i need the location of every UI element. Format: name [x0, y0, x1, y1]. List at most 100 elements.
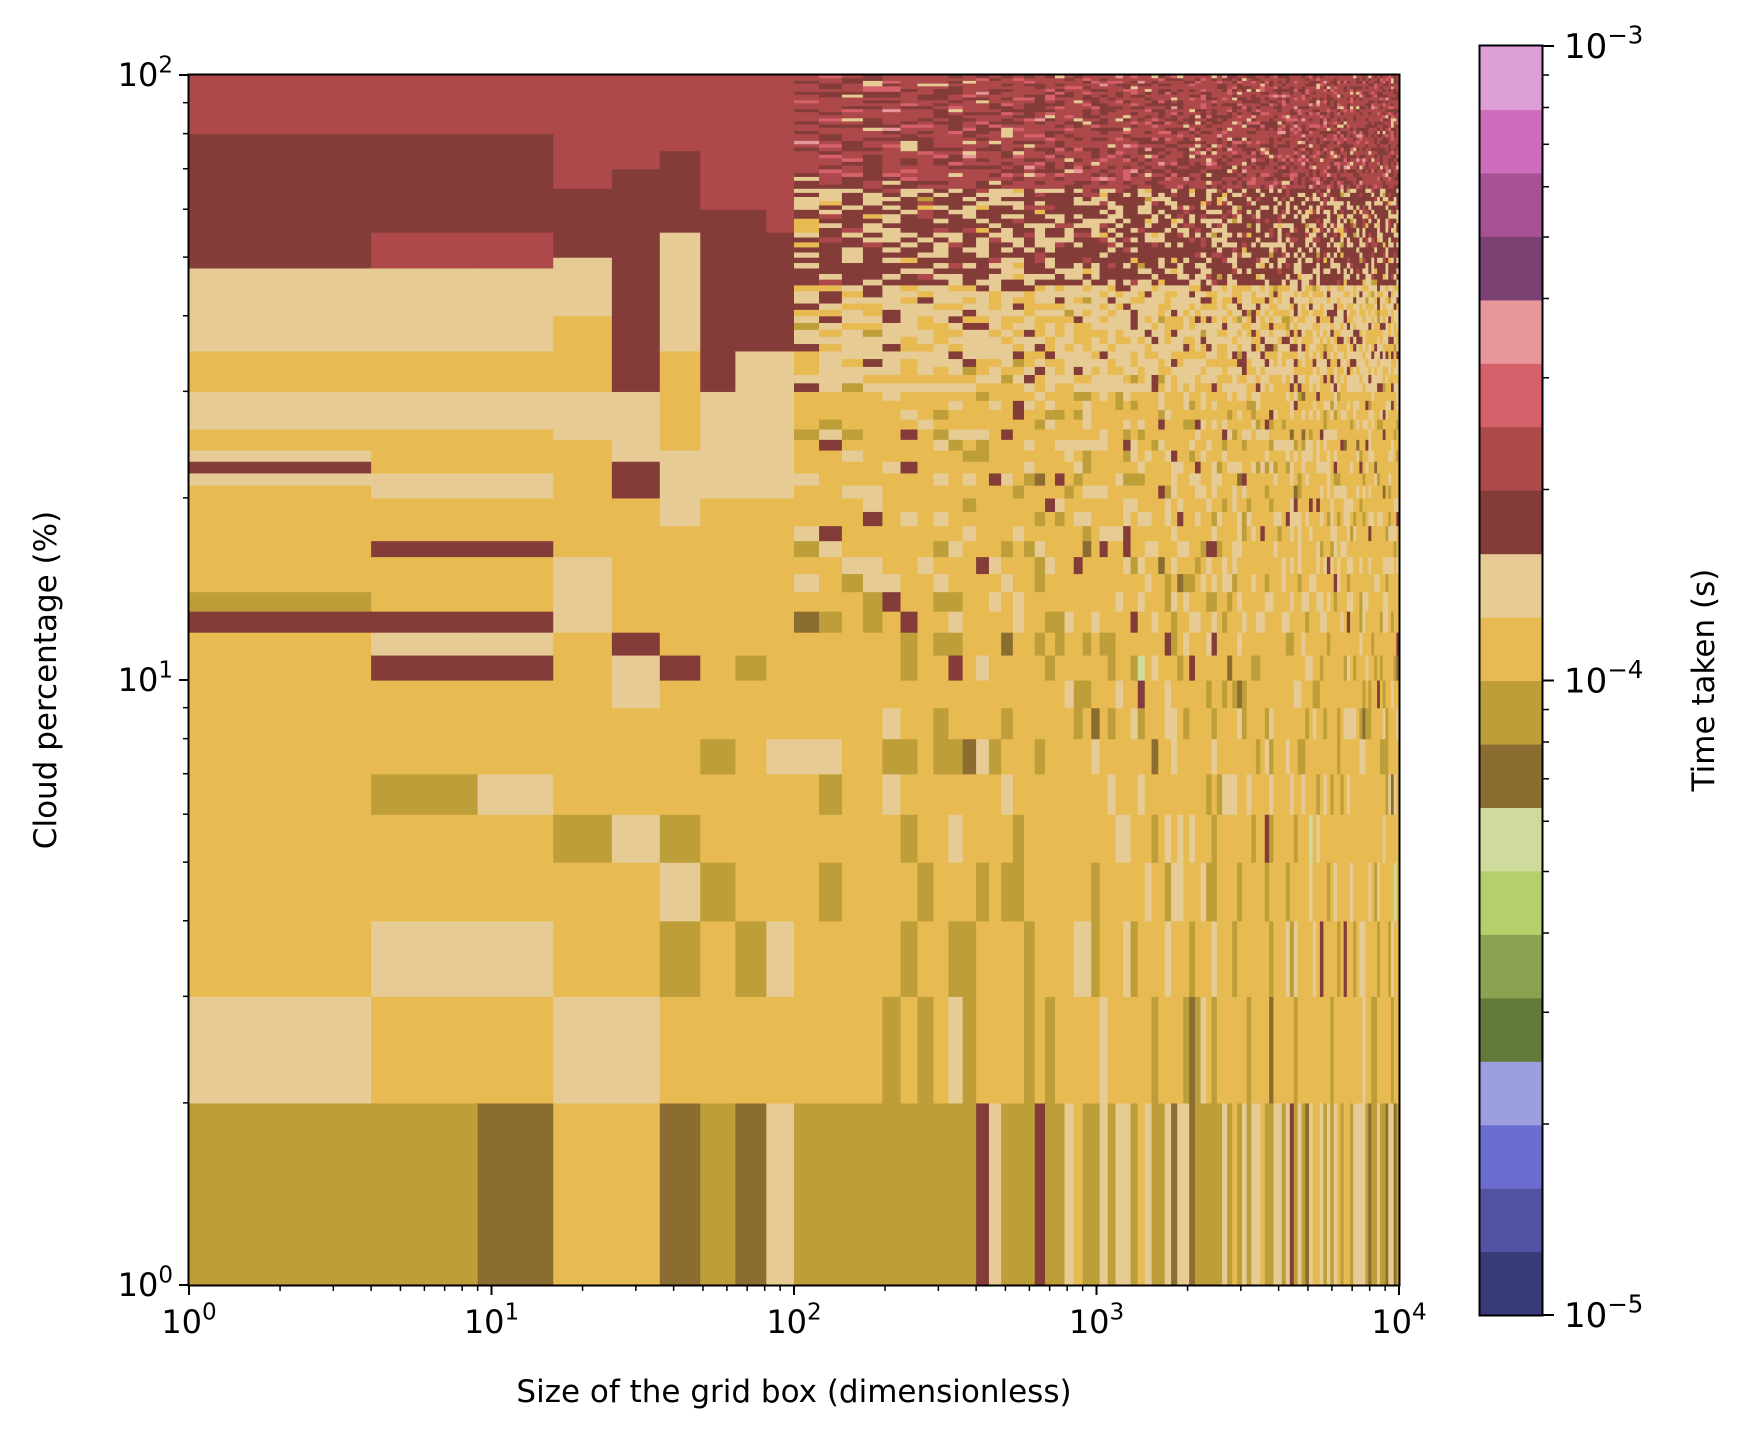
heatmap-cell	[1115, 290, 1124, 298]
heatmap-cell	[1123, 358, 1132, 367]
heatmap-cell	[1260, 611, 1266, 633]
heatmap-cell	[1099, 236, 1109, 243]
heatmap-cell	[1012, 1102, 1025, 1286]
heatmap-cell	[1164, 419, 1172, 430]
heatmap-cell	[962, 409, 977, 420]
heatmap-cell	[1012, 556, 1025, 575]
heatmap-cell	[962, 707, 977, 740]
heatmap-cell	[1237, 322, 1243, 330]
heatmap-cell	[1246, 227, 1252, 233]
heatmap-cell	[841, 350, 864, 360]
heatmap-cell	[189, 449, 372, 462]
heatmap-cell	[1024, 400, 1036, 411]
heatmap-cell	[1177, 77, 1184, 81]
heatmap-cell	[1012, 114, 1025, 119]
heatmap-cell	[1246, 862, 1252, 922]
heatmap-cell	[976, 143, 990, 148]
heatmap-cell	[1012, 309, 1025, 317]
heatmap-cell	[1034, 773, 1046, 815]
heatmap-cell	[1222, 996, 1228, 1104]
heatmap-cell	[988, 96, 1002, 101]
heatmap-cell	[1227, 180, 1233, 185]
heatmap-cell	[1200, 391, 1207, 401]
heatmap-cell	[1107, 290, 1117, 298]
heatmap-cell	[1082, 302, 1092, 310]
heatmap-cell	[1251, 862, 1257, 922]
heatmap-cell	[1206, 150, 1213, 155]
heatmap-cell	[1177, 102, 1184, 107]
heatmap-cell	[1232, 85, 1238, 90]
heatmap-cell	[1130, 176, 1139, 181]
heatmap-cell	[1216, 382, 1223, 392]
heatmap-cell	[1130, 200, 1139, 206]
heatmap-cell	[1216, 117, 1223, 122]
heatmap-cell	[1222, 296, 1228, 304]
heatmap-cell	[1237, 130, 1243, 135]
heatmap-cell	[1034, 164, 1046, 170]
heatmap-cell	[371, 472, 479, 499]
heatmap-cell	[1177, 257, 1184, 264]
heatmap-cell	[1194, 350, 1202, 360]
heatmap-cell	[1171, 184, 1178, 189]
heatmap-cell	[1158, 267, 1166, 274]
heatmap-cell	[917, 123, 935, 128]
heatmap-cell	[900, 180, 919, 185]
heatmap-cell	[948, 83, 964, 87]
heatmap-cell	[1222, 75, 1228, 79]
heatmap-cell	[1091, 127, 1101, 131]
heatmap-cell	[1064, 91, 1075, 95]
heatmap-cell	[1024, 290, 1036, 298]
heatmap-cell	[862, 279, 884, 286]
heatmap-cell	[900, 343, 919, 352]
heatmap-cell	[1012, 262, 1025, 269]
heatmap-cell	[1034, 738, 1046, 775]
heatmap-cell	[1246, 164, 1252, 170]
heatmap-cell	[700, 209, 736, 286]
heatmap-cell	[1082, 218, 1092, 224]
heatmap-cell	[988, 315, 1002, 323]
heatmap-cell	[1107, 75, 1117, 79]
heatmap-cell	[1232, 439, 1238, 451]
heatmap-cell	[1200, 150, 1207, 155]
heatmap-cell	[1232, 814, 1238, 863]
heatmap-cell	[1115, 77, 1124, 81]
heatmap-cell	[900, 94, 919, 98]
heatmap-cell	[1034, 111, 1046, 116]
heatmap-cell	[1001, 204, 1014, 210]
heatmap-cell	[1255, 96, 1261, 101]
heatmap-cell	[917, 591, 935, 612]
heatmap-cell	[1183, 497, 1190, 512]
heatmap-cell	[933, 246, 950, 253]
heatmap-cell	[1177, 707, 1184, 740]
heatmap-cell	[1123, 251, 1132, 258]
heatmap-cell	[819, 105, 843, 110]
heatmap-cell	[1115, 358, 1124, 367]
heatmap-cell	[1227, 85, 1233, 90]
heatmap-cell	[882, 83, 902, 87]
heatmap-cell	[1246, 133, 1252, 138]
heatmap-cell	[700, 920, 736, 997]
heatmap-cell	[1115, 400, 1124, 411]
heatmap-cell	[1177, 157, 1184, 162]
heatmap-cell	[976, 88, 990, 92]
heatmap-cell	[862, 246, 884, 253]
heatmap-cell	[819, 111, 843, 116]
heatmap-cell	[1054, 738, 1066, 775]
heatmap-cell	[1115, 127, 1124, 131]
heatmap-cell	[1034, 213, 1046, 219]
heatmap-cell	[1099, 241, 1109, 248]
heatmap-cell	[819, 257, 843, 264]
heatmap-cell	[1164, 88, 1172, 92]
heatmap-cell	[1001, 184, 1014, 189]
heatmap-cell	[882, 472, 902, 486]
heatmap-cell	[1115, 241, 1124, 248]
heatmap-cell	[948, 540, 964, 558]
heatmap-cell	[1222, 213, 1228, 219]
heatmap-cell	[553, 75, 613, 189]
heatmap-cell	[1164, 143, 1172, 148]
heatmap-cell	[1189, 382, 1196, 392]
heatmap-cell	[1115, 707, 1124, 740]
heatmap-cell	[1200, 382, 1207, 392]
heatmap-cell	[1246, 168, 1252, 174]
heatmap-cell	[1189, 680, 1196, 709]
